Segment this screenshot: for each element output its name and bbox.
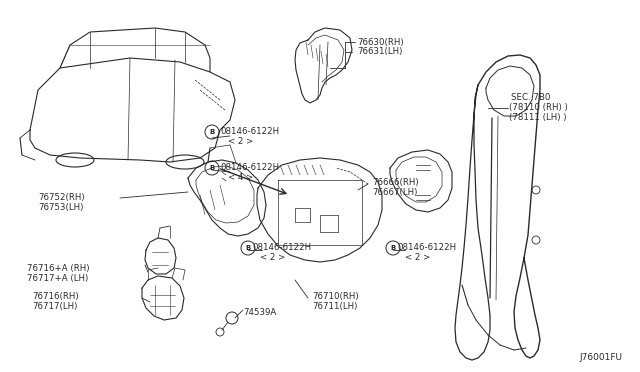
Text: (78111 (LH) ): (78111 (LH) )	[509, 113, 566, 122]
Text: 76667(LH): 76667(LH)	[372, 188, 417, 197]
Text: 76710(RH): 76710(RH)	[312, 292, 358, 301]
Text: 76630(RH): 76630(RH)	[357, 38, 404, 47]
Text: 76716+A (RH): 76716+A (RH)	[27, 264, 90, 273]
Text: (78110 (RH) ): (78110 (RH) )	[509, 103, 568, 112]
Text: B: B	[209, 165, 214, 171]
Text: 76752(RH): 76752(RH)	[38, 193, 84, 202]
Text: B: B	[245, 245, 251, 251]
Text: 76717+A (LH): 76717+A (LH)	[27, 274, 88, 283]
Text: 08146-6122H: 08146-6122H	[220, 127, 279, 136]
Text: B: B	[390, 245, 396, 251]
Text: B: B	[209, 129, 214, 135]
Text: 76753(LH): 76753(LH)	[38, 203, 83, 212]
Text: < 2 >: < 2 >	[228, 137, 253, 146]
Text: 76717(LH): 76717(LH)	[32, 302, 77, 311]
Text: J76001FU: J76001FU	[579, 353, 622, 362]
Text: 74539A: 74539A	[243, 308, 276, 317]
Text: 76666(RH): 76666(RH)	[372, 178, 419, 187]
Text: 08146-6122H: 08146-6122H	[397, 243, 456, 252]
Text: 08146-6122H: 08146-6122H	[220, 163, 279, 172]
Text: 08146-6122H: 08146-6122H	[252, 243, 311, 252]
Text: < 4 >: < 4 >	[228, 173, 253, 182]
Text: 76711(LH): 76711(LH)	[312, 302, 357, 311]
Text: < 2 >: < 2 >	[260, 253, 285, 262]
Text: 76631(LH): 76631(LH)	[357, 47, 403, 56]
Text: < 2 >: < 2 >	[405, 253, 430, 262]
Text: SEC. 7B0: SEC. 7B0	[511, 93, 550, 102]
Text: 76716(RH): 76716(RH)	[32, 292, 79, 301]
